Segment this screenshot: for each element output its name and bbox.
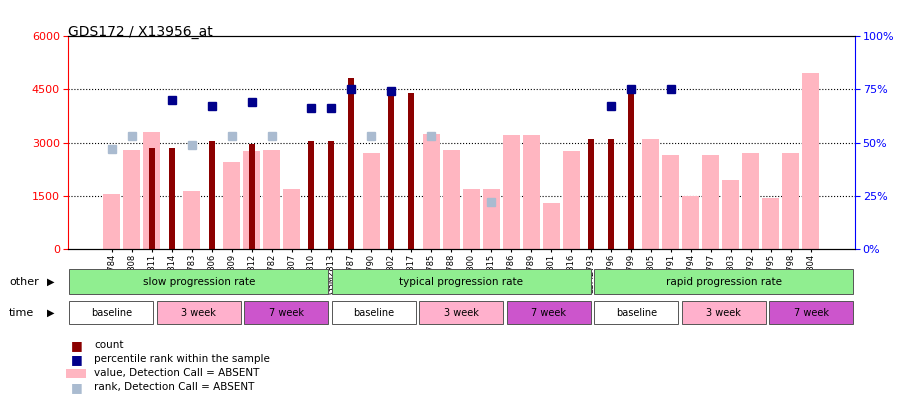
FancyBboxPatch shape [69,301,153,324]
Text: typical progression rate: typical progression rate [400,276,523,287]
Bar [348,78,355,249]
Text: slow progression rate: slow progression rate [142,276,255,287]
FancyBboxPatch shape [332,269,590,294]
Text: rapid progression rate: rapid progression rate [666,276,782,287]
Bar [608,139,614,249]
Bar [168,148,175,249]
Text: time: time [9,308,34,318]
Text: 7 week: 7 week [531,308,566,318]
Bar [702,155,719,249]
Bar [543,203,560,249]
Bar [802,73,819,249]
Bar [409,93,414,249]
FancyBboxPatch shape [682,301,766,324]
Bar [263,150,280,249]
Bar [248,144,255,249]
Bar [363,153,380,249]
Bar [643,139,660,249]
Bar [209,141,214,249]
Text: baseline: baseline [616,308,657,318]
Text: count: count [94,340,124,350]
Bar [443,150,460,249]
Bar [309,141,314,249]
Bar [742,153,760,249]
Text: 3 week: 3 week [444,308,479,318]
FancyBboxPatch shape [507,301,590,324]
Bar [283,189,300,249]
Text: baseline: baseline [91,308,131,318]
Bar [463,189,480,249]
Bar [66,369,86,378]
Text: ▶: ▶ [47,276,54,287]
FancyBboxPatch shape [770,301,853,324]
Text: rank, Detection Call = ABSENT: rank, Detection Call = ABSENT [94,382,255,392]
Text: ■: ■ [70,353,83,366]
Bar [762,198,779,249]
FancyBboxPatch shape [419,301,503,324]
Bar [123,150,140,249]
Text: value, Detection Call = ABSENT: value, Detection Call = ABSENT [94,368,260,378]
Text: 3 week: 3 week [706,308,742,318]
Bar [503,135,519,249]
Bar [588,139,594,249]
Text: other: other [9,276,39,287]
Bar [782,153,799,249]
Text: 7 week: 7 week [794,308,829,318]
FancyBboxPatch shape [594,301,679,324]
FancyBboxPatch shape [332,301,416,324]
Text: percentile rank within the sample: percentile rank within the sample [94,354,270,364]
Bar [682,196,699,249]
Bar [243,151,260,249]
Bar [662,155,680,249]
Text: baseline: baseline [353,308,394,318]
Bar [482,189,500,249]
Text: ■: ■ [70,381,83,394]
Bar [389,91,394,249]
Bar [148,148,155,249]
Bar [562,151,580,249]
Bar [523,135,540,249]
Bar [328,141,335,249]
FancyBboxPatch shape [157,301,241,324]
Text: GDS172 / X13956_at: GDS172 / X13956_at [68,25,212,38]
Bar [104,194,121,249]
Bar [223,162,240,249]
FancyBboxPatch shape [244,301,328,324]
FancyBboxPatch shape [69,269,328,294]
Text: ▶: ▶ [47,308,54,318]
Bar [143,132,160,249]
FancyBboxPatch shape [594,269,853,294]
Text: 3 week: 3 week [181,308,216,318]
Bar [723,180,739,249]
Bar [628,89,634,249]
Text: 7 week: 7 week [269,308,304,318]
Bar [423,133,440,249]
Text: ■: ■ [70,339,83,352]
Bar [184,190,200,249]
